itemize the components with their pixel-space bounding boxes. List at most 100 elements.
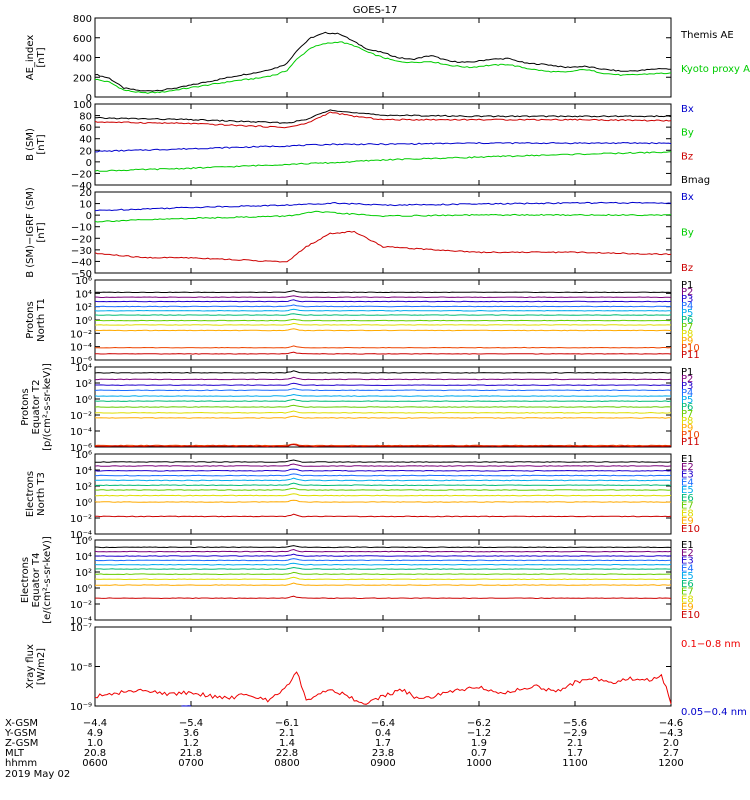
y-tick-label: 10²	[75, 482, 92, 493]
series-line	[94, 304, 672, 308]
series-line	[94, 415, 671, 419]
series-line	[95, 477, 672, 482]
series-line	[94, 558, 672, 562]
series-line	[95, 482, 672, 487]
legend-label: P11	[681, 437, 700, 448]
legend-label: Kyoto proxy AE	[681, 64, 750, 75]
y-tick-label: 800	[73, 14, 92, 25]
legend-label: Bz	[681, 263, 693, 274]
legend-label: E6	[681, 493, 694, 504]
series-line	[94, 210, 672, 223]
y-tick-label: 40	[79, 135, 92, 146]
y-axis-label-line: [nT]	[36, 134, 47, 154]
series-line	[95, 318, 671, 322]
series-line	[94, 499, 672, 503]
y-tick-label: 10⁻⁴	[70, 427, 92, 438]
legend-label: 0.05−0.4 nm	[681, 707, 747, 718]
y-tick-label: 0	[86, 93, 92, 104]
x-axis-value: 21.8	[180, 748, 202, 759]
legend-label: P8	[681, 416, 693, 427]
series-line	[95, 595, 672, 600]
y-tick-label: 0	[86, 211, 92, 222]
x-axis-value: 1.4	[279, 738, 295, 749]
legend-label: P5	[681, 308, 693, 319]
legend-label: E9	[681, 602, 694, 613]
y-tick-label: 10⁻⁶	[70, 443, 92, 454]
x-axis-value: 4.9	[87, 728, 103, 739]
series-line	[95, 382, 672, 387]
y-tick-label: 10⁰	[75, 498, 92, 509]
series-line	[94, 393, 671, 397]
y-axis-label-line: [nT]	[36, 47, 47, 67]
y-axis-label: Electrons North T3	[25, 471, 47, 517]
x-axis-value: 23.8	[372, 748, 394, 759]
series-line	[94, 410, 672, 414]
legend-label: Bmag	[681, 175, 710, 186]
x-axis-value: 0.4	[375, 728, 391, 739]
series-line	[94, 576, 672, 581]
series-line	[95, 141, 672, 153]
y-axis-label: Xray flux [W/m2]	[25, 644, 47, 689]
y-tick-label: 10²	[75, 379, 92, 390]
x-axis-row-label: X-GSM	[5, 718, 38, 729]
y-axis-label-line: Protons	[20, 388, 31, 425]
y-tick-label: 10⁴	[75, 552, 92, 563]
x-axis-value: 3.6	[183, 728, 199, 739]
y-tick-label: 100	[73, 100, 92, 111]
legend-label: By	[681, 228, 694, 239]
legend-label: E9	[681, 516, 694, 527]
y-tick-label: 10²	[75, 303, 92, 314]
series-line	[94, 566, 671, 570]
legend-label: E3	[681, 470, 694, 481]
y-tick-label: −30	[71, 246, 92, 257]
legend-label: 0.1−0.8 nm	[681, 639, 740, 650]
x-axis-value: 1.0	[87, 738, 103, 749]
x-axis-value: 2.7	[663, 748, 679, 759]
x-axis-value: 1.9	[471, 738, 487, 749]
series-line	[95, 513, 672, 518]
y-axis-label: AE_index [nT]	[25, 35, 47, 81]
series-line	[94, 31, 671, 92]
x-axis-value: 0700	[178, 758, 203, 769]
series-line	[95, 376, 672, 381]
y-axis-label-line: [W/m2]	[36, 648, 47, 685]
y-tick-label: 10⁻⁴	[70, 530, 92, 541]
x-axis-value: 0800	[274, 758, 299, 769]
y-tick-label: −40	[71, 181, 92, 192]
legend-label: P9	[681, 423, 693, 434]
panel-1: 800 600 400 200 0 AE_index [nT] Themis AE Kyoto …	[25, 14, 750, 104]
x-axis-value: −5.6	[563, 718, 587, 729]
legend-label: P7	[681, 409, 693, 420]
legend-label: P8	[681, 329, 693, 340]
y-tick-label: 0	[86, 158, 92, 169]
y-axis-label-line: Equator T4	[31, 553, 42, 608]
y-tick-label: 20	[79, 146, 92, 157]
series-line	[94, 548, 672, 553]
x-axis-value: 1.7	[375, 738, 391, 749]
legend-label: P10	[681, 343, 700, 354]
legend-label: P6	[681, 402, 693, 413]
series-line	[94, 370, 672, 374]
x-axis-value: 1000	[466, 758, 491, 769]
series-line	[94, 295, 672, 299]
legend-label: E4	[681, 477, 694, 488]
series-line	[94, 404, 672, 408]
x-axis-value: 2.1	[567, 738, 583, 749]
legend-label: P1	[681, 367, 693, 378]
legend-label: P10	[681, 430, 700, 441]
y-tick-label: 10⁻²	[70, 329, 92, 340]
series-line	[94, 468, 672, 472]
legend-label: Bx	[681, 104, 694, 115]
y-tick-label: 20	[79, 188, 92, 199]
y-tick-label: 10⁶	[75, 450, 92, 461]
legend-label: P1	[681, 280, 693, 291]
legend-label: E10	[681, 524, 700, 535]
y-tick-label: 10⁻²	[70, 411, 92, 422]
y-axis-label: B (SM)−IGRF (SM) [nT]	[25, 187, 47, 278]
y-axis-label-line: Electrons	[25, 471, 36, 517]
panel-5: 10⁴ 10² 10⁰ 10⁻² 10⁻⁴ 10⁻⁶ Protons Equator T2 [p…	[20, 363, 700, 454]
y-axis-label-line: [p/(cm²-s-sr-keV)]	[42, 363, 53, 451]
series-line	[95, 493, 671, 497]
